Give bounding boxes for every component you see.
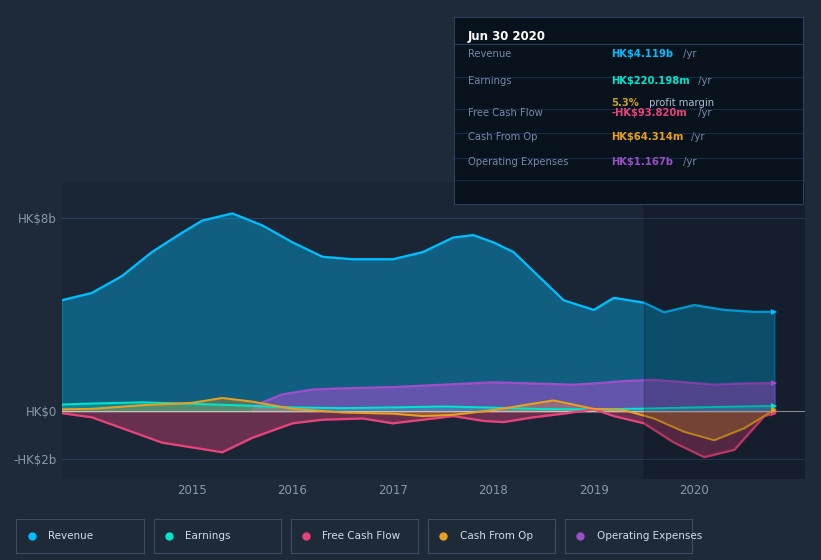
Text: Revenue: Revenue xyxy=(468,49,511,59)
Text: Operating Expenses: Operating Expenses xyxy=(597,531,702,541)
Text: HK$220.198m: HK$220.198m xyxy=(611,76,690,86)
Text: Jun 30 2020: Jun 30 2020 xyxy=(468,30,546,43)
Bar xyxy=(644,182,805,479)
Text: HK$1.167b: HK$1.167b xyxy=(611,157,673,166)
Text: HK$4.119b: HK$4.119b xyxy=(611,49,673,59)
Text: /yr: /yr xyxy=(680,49,696,59)
Text: Free Cash Flow: Free Cash Flow xyxy=(323,531,401,541)
Text: /yr: /yr xyxy=(695,76,712,86)
Text: Earnings: Earnings xyxy=(186,531,231,541)
Text: Free Cash Flow: Free Cash Flow xyxy=(468,108,543,118)
Text: /yr: /yr xyxy=(688,132,704,142)
Text: Earnings: Earnings xyxy=(468,76,511,86)
Text: Revenue: Revenue xyxy=(48,531,94,541)
Text: /yr: /yr xyxy=(680,157,696,166)
Text: Operating Expenses: Operating Expenses xyxy=(468,157,568,166)
Text: profit margin: profit margin xyxy=(646,99,714,109)
Text: -HK$93.820m: -HK$93.820m xyxy=(611,108,687,118)
Text: 5.3%: 5.3% xyxy=(611,99,639,109)
Text: Cash From Op: Cash From Op xyxy=(468,132,538,142)
Text: HK$64.314m: HK$64.314m xyxy=(611,132,683,142)
Text: Cash From Op: Cash From Op xyxy=(460,531,533,541)
Text: /yr: /yr xyxy=(695,108,712,118)
